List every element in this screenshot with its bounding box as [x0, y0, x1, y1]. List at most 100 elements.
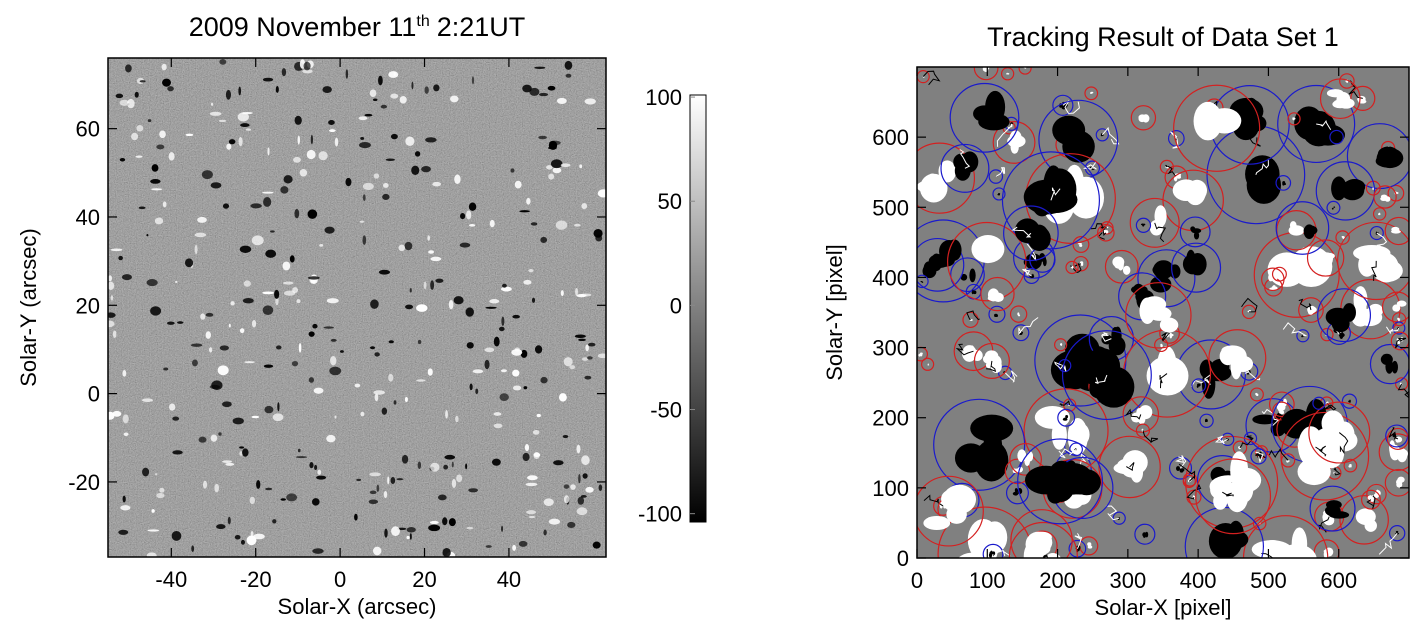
feature-blob — [1318, 402, 1321, 405]
flux-patch — [560, 290, 564, 297]
flux-patch — [205, 312, 214, 317]
feature-blob — [1010, 140, 1019, 154]
flux-patch — [131, 132, 139, 141]
feature-circle — [1017, 438, 1104, 525]
feature-circle — [1061, 330, 1152, 421]
colorbar-tick-label: -100 — [638, 502, 682, 527]
flux-patch — [272, 519, 277, 524]
flux-patch — [146, 552, 157, 557]
x-tick-label: 400 — [1180, 568, 1217, 593]
feature-blob — [1283, 183, 1286, 186]
flux-patch — [369, 490, 377, 495]
feature-blob — [1252, 414, 1277, 425]
feature-blob — [1395, 436, 1403, 443]
flux-patch — [543, 529, 547, 536]
feature-circle — [1339, 495, 1389, 545]
flux-patch — [289, 255, 295, 263]
flux-patch — [560, 163, 571, 168]
chart-title: 2009 November 11th 2:21UT — [189, 12, 526, 42]
flux-patch — [512, 314, 520, 319]
flux-patch — [322, 86, 332, 93]
flux-patch — [225, 462, 235, 466]
feature-blob — [1373, 493, 1379, 499]
flux-patch — [525, 482, 538, 487]
flux-patch — [406, 527, 416, 533]
feature-circle — [1296, 329, 1310, 343]
flux-patch — [239, 451, 243, 456]
feature-circle — [1280, 453, 1296, 468]
flux-patch — [405, 136, 415, 147]
flux-patch — [218, 119, 227, 123]
flux-patch — [396, 478, 404, 481]
feature-blob — [1160, 344, 1163, 348]
flux-patch — [597, 353, 606, 359]
flux-patch — [184, 258, 194, 268]
flux-patch — [398, 244, 406, 252]
flux-patch — [373, 390, 386, 395]
feature-blob — [1371, 259, 1403, 282]
y-tick-label: -20 — [68, 470, 100, 495]
flux-patch — [345, 177, 352, 187]
feature-circle — [1191, 378, 1207, 394]
y-tick-label: 100 — [872, 476, 909, 501]
flux-patch — [267, 147, 270, 156]
flux-patch — [293, 156, 301, 163]
flux-patch — [112, 410, 122, 417]
flux-patch — [429, 520, 439, 525]
feature-circle — [973, 342, 1010, 380]
flux-patch — [328, 119, 335, 125]
flux-patch — [564, 60, 573, 70]
x-tick-label: 300 — [1109, 568, 1146, 593]
flux-patch — [122, 414, 129, 424]
colorbar-tick-label: 0 — [670, 293, 682, 318]
feature-circle — [1335, 230, 1350, 245]
flux-patch — [228, 139, 236, 145]
feature-blob — [1142, 223, 1144, 226]
feature-blob — [1368, 495, 1373, 501]
flux-patch — [110, 248, 123, 252]
flux-patch — [108, 275, 113, 282]
feature-circle — [988, 169, 1004, 184]
flux-patch — [154, 473, 158, 476]
feature-circle — [950, 257, 985, 293]
feature-blob — [1191, 228, 1202, 234]
feature-track — [1058, 448, 1077, 459]
feature-circle — [1023, 267, 1040, 285]
flux-patch — [309, 462, 314, 469]
flux-patch — [574, 223, 581, 227]
feature-circle — [1275, 175, 1292, 191]
feature-blob — [1293, 118, 1295, 121]
flux-patch — [534, 66, 546, 70]
flux-patch — [311, 498, 320, 506]
flux-patch — [428, 524, 441, 532]
flux-patch — [416, 304, 428, 312]
flux-patch — [205, 331, 211, 339]
feature-circle — [1308, 401, 1371, 464]
flux-patch — [581, 455, 590, 466]
flux-patch — [156, 492, 165, 499]
flux-patch — [442, 547, 451, 557]
flux-patch — [150, 179, 161, 184]
flux-patch — [307, 276, 320, 280]
flux-patch — [310, 134, 314, 145]
x-tick-label: 40 — [497, 567, 521, 592]
feature-track — [1059, 400, 1071, 406]
feature-track — [1054, 361, 1067, 372]
feature-track — [1366, 495, 1376, 509]
flux-patch — [358, 116, 368, 121]
feature-blob — [1067, 417, 1088, 455]
feature-circle — [988, 305, 1006, 323]
feature-circle — [1326, 200, 1341, 215]
feature-blob — [1031, 188, 1053, 217]
flux-patch — [471, 76, 475, 85]
feature-circle — [1208, 329, 1267, 388]
flux-patch — [328, 129, 336, 133]
flux-patch — [303, 61, 311, 71]
feature-blob — [1017, 314, 1021, 317]
flux-patch — [201, 170, 213, 180]
feature-circle — [1298, 297, 1324, 323]
feature-track — [1397, 383, 1409, 399]
flux-patch — [577, 496, 585, 505]
feature-circle — [1137, 249, 1196, 308]
